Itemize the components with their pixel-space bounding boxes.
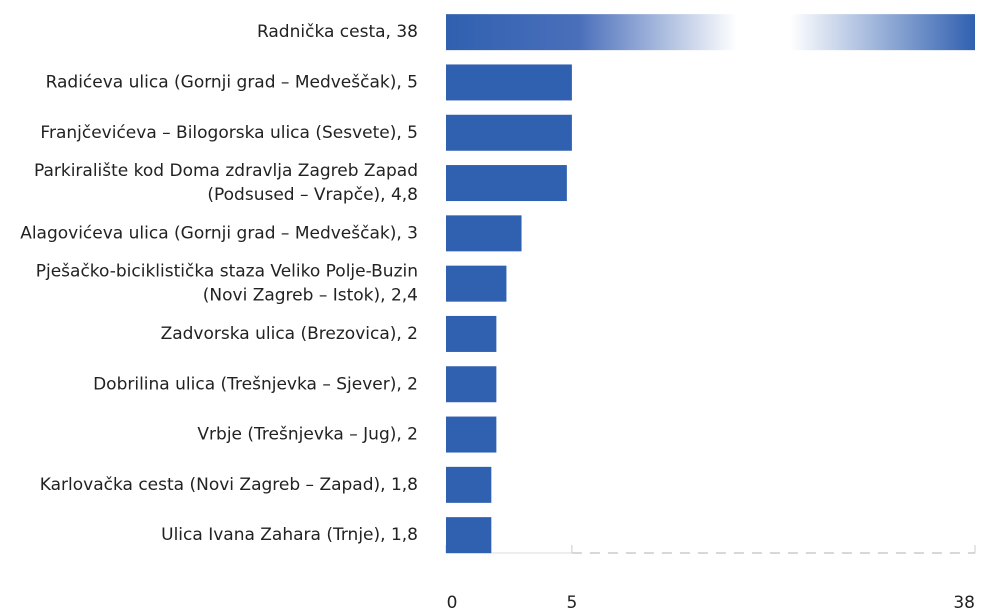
category-label: Alagovićeva ulica (Gornji grad – Medvešč… (20, 223, 418, 243)
category-label: Parkiralište kod Doma zdravlja Zagreb Za… (34, 161, 418, 181)
category-label: Dobrilina ulica (Trešnjevka – Sjever), 2 (93, 374, 418, 394)
x-tick-label: 5 (566, 593, 577, 612)
category-label: Zadvorska ulica (Brezovica), 2 (161, 324, 418, 344)
bar (446, 466, 492, 503)
bar (446, 64, 572, 101)
x-tick-label: 0 (447, 593, 458, 612)
category-label: Franjčevićeva – Bilogorska ulica (Sesvet… (40, 123, 418, 143)
category-label: (Podsused – Vrapče), 4,8 (207, 185, 418, 205)
bar (446, 366, 497, 403)
bar (446, 315, 497, 352)
category-label: Radnička cesta, 38 (257, 22, 418, 42)
x-tick-label: 38 (953, 593, 975, 612)
category-label: Radićeva ulica (Gornji grad – Medveščak)… (46, 72, 418, 92)
category-label: Karlovačka cesta (Novi Zagreb – Zapad), … (40, 475, 418, 495)
bar (446, 14, 975, 51)
category-label: Vrbje (Trešnjevka – Jug), 2 (197, 425, 418, 445)
bar (446, 215, 522, 252)
bar (446, 517, 492, 554)
bar (446, 114, 572, 151)
bar (446, 416, 497, 453)
category-label: (Novi Zagreb – Istok), 2,4 (203, 286, 418, 306)
category-label: Ulica Ivana Zahara (Trnje), 1,8 (161, 525, 418, 545)
bar (446, 265, 507, 302)
bar (446, 165, 567, 202)
category-label: Pješačko-biciklistička staza Veliko Polj… (36, 262, 418, 282)
